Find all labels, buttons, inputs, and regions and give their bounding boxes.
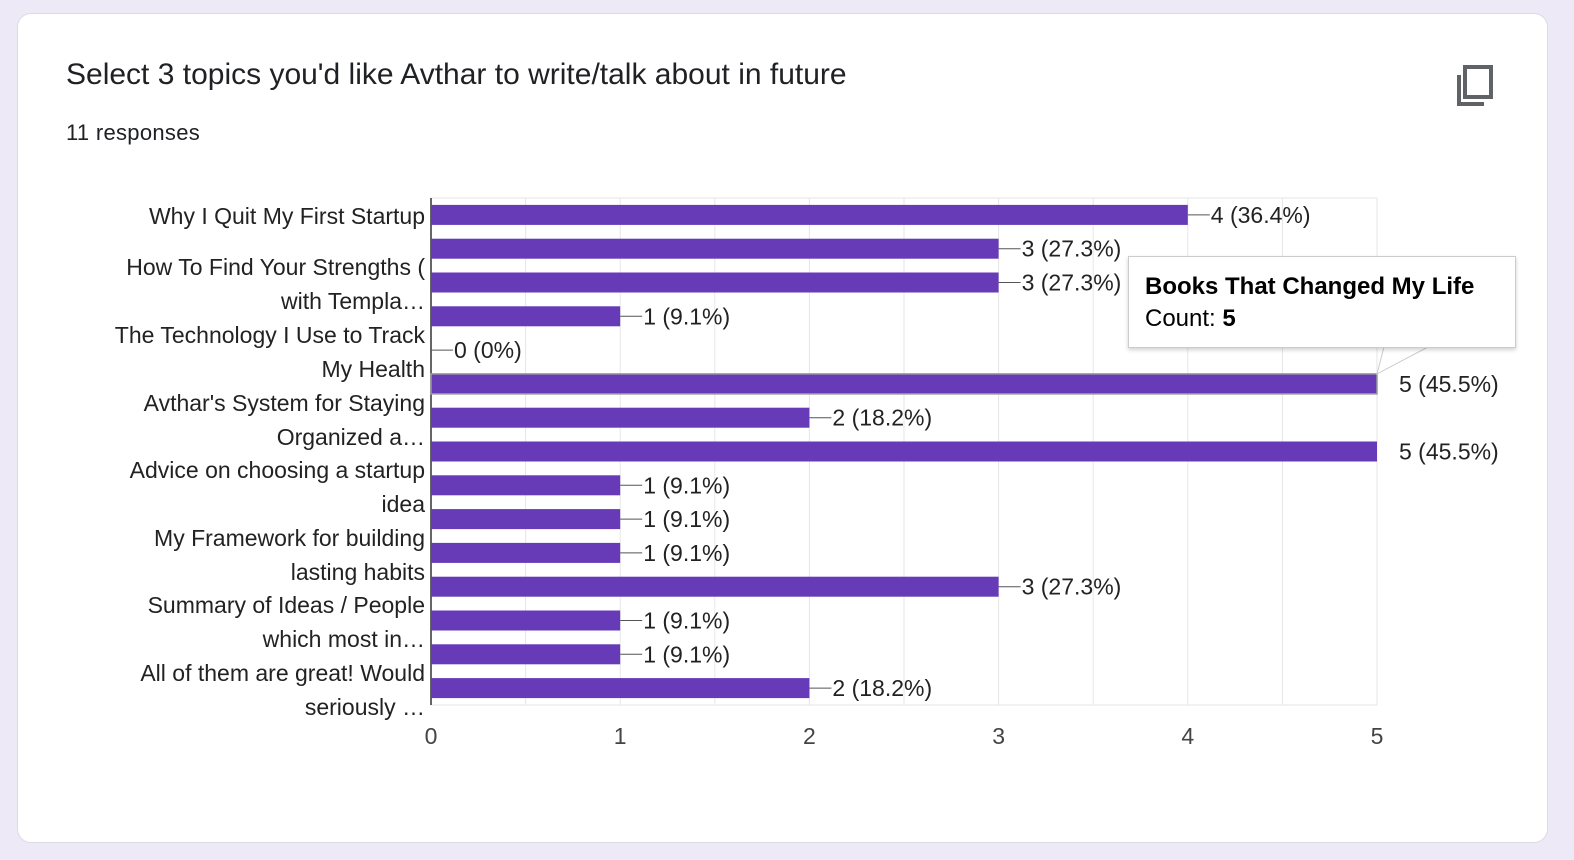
value-label: 0 (0%) (454, 337, 522, 363)
bar (431, 306, 621, 327)
x-tick-label: 0 (425, 723, 438, 749)
value-label: 5 (45.5%) (1399, 439, 1499, 465)
x-axis-ticks: 0 1 2 3 4 5 (425, 723, 1384, 749)
bar (430, 373, 1378, 395)
category-label: Summary of Ideas / People (148, 592, 425, 618)
tooltip-pointer (1376, 346, 1429, 375)
category-label: Why I Quit My First Startup (149, 203, 425, 229)
bar (431, 542, 621, 563)
category-label: My Health (321, 356, 425, 382)
category-label: Organized a… (277, 424, 425, 450)
x-tick-label: 4 (1181, 723, 1194, 749)
category-label: All of them are great! Would (140, 660, 425, 686)
bar (431, 576, 999, 597)
bar (431, 204, 1188, 225)
category-label: Avthar's System for Staying (144, 390, 425, 416)
response-count: 11 responses (66, 120, 201, 145)
bar (431, 678, 810, 699)
bar (431, 272, 999, 293)
bar (431, 644, 621, 665)
bar (431, 475, 621, 496)
tooltip-pointer (1376, 346, 1429, 375)
value-label: 1 (9.1%) (643, 540, 730, 566)
bar (431, 407, 810, 428)
value-label: 1 (9.1%) (643, 608, 730, 634)
bars (430, 204, 1378, 699)
category-label: seriously … (305, 694, 425, 720)
category-label: Advice on choosing a startup (130, 457, 425, 483)
category-labels: Why I Quit My First Startup How To Find Y… (115, 203, 426, 720)
x-tick-label: 3 (992, 723, 1005, 749)
category-label: idea (382, 491, 426, 517)
value-label: 3 (27.3%) (1022, 270, 1122, 296)
category-label: The Technology I Use to Track (115, 322, 426, 348)
copy-chart-button[interactable] (1451, 62, 1499, 110)
value-label: 2 (18.2%) (832, 405, 932, 431)
x-tick-label: 1 (614, 723, 627, 749)
value-label: 1 (9.1%) (643, 641, 730, 667)
bar (431, 610, 621, 631)
value-label: 1 (9.1%) (643, 303, 730, 329)
bar (431, 509, 621, 530)
category-label: lasting habits (291, 559, 425, 585)
category-label: which most in… (262, 626, 425, 652)
category-label: How To Find Your Strengths ( (126, 254, 425, 280)
category-label: My Framework for building (154, 525, 425, 551)
value-label: 3 (27.3%) (1022, 574, 1122, 600)
tooltip-count-value: 5 (1222, 305, 1236, 332)
value-label: 3 (27.3%) (1022, 236, 1122, 262)
x-tick-label: 5 (1371, 723, 1384, 749)
tooltip-count-line: Count: 5 (1145, 303, 1515, 335)
value-label: 1 (9.1%) (643, 472, 730, 498)
bar-tooltip: Books That Changed My Life Count: 5 (1128, 256, 1516, 348)
bar (431, 238, 999, 259)
tooltip-count-label: Count: (1145, 305, 1223, 332)
question-title: Select 3 topics you'd like Avthar to wri… (66, 58, 847, 91)
value-label: 1 (9.1%) (643, 506, 730, 532)
bar (431, 441, 1377, 462)
value-label: 4 (36.4%) (1211, 202, 1311, 228)
value-label: 2 (18.2%) (832, 675, 932, 701)
value-label: 5 (45.5%) (1399, 371, 1499, 397)
tooltip-title: Books That Changed My Life (1145, 273, 1475, 300)
category-label: with Templa… (280, 288, 425, 314)
x-tick-label: 2 (803, 723, 816, 749)
value-labels: 4 (36.4%) 3 (27.3%) 3 (27.3%) 1 (9.1%) 0 (0%… (431, 202, 1499, 701)
copy-icon (1457, 65, 1493, 106)
